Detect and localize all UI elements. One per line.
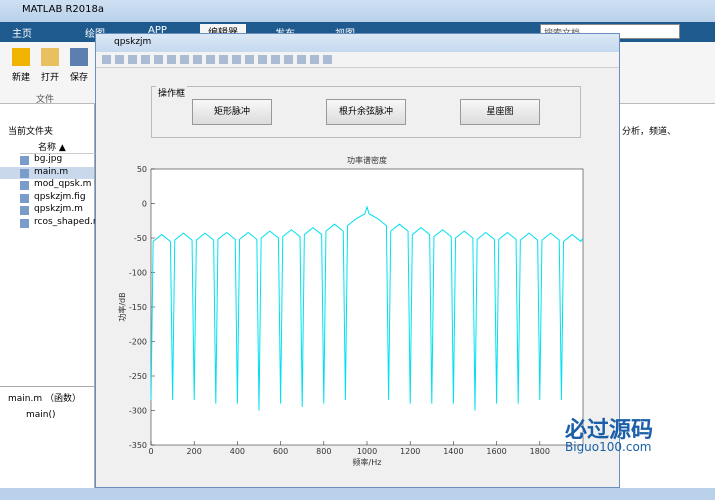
toolbar-icon[interactable]	[232, 55, 241, 64]
toolbar-icon[interactable]	[323, 55, 332, 64]
x-tick-label: 600	[273, 447, 288, 456]
file-row[interactable]: qpskzjm.fig	[0, 192, 94, 204]
toolbar-icon[interactable]	[180, 55, 189, 64]
x-tick-label: 400	[230, 447, 245, 456]
toolbar-icon[interactable]	[310, 55, 319, 64]
column-header[interactable]: 名称 ▲	[20, 140, 95, 154]
y-tick-label: -50	[134, 234, 147, 243]
file-name: bg.jpg	[34, 154, 63, 164]
file-name: qpskzjm.fig	[34, 191, 86, 202]
psd-line	[150, 205, 584, 411]
x-tick-label: 1400	[443, 447, 463, 456]
x-tick-label: 1800	[530, 447, 550, 456]
x-tick-label: 0	[148, 447, 153, 456]
toolbar-icon[interactable]	[206, 55, 215, 64]
y-axis-label: 功率/dB	[117, 292, 127, 321]
file-name: main.m	[34, 166, 69, 177]
y-tick-label: 0	[142, 200, 147, 209]
file-icon	[20, 181, 29, 190]
x-tick-label: 1200	[400, 447, 420, 456]
tool-icon[interactable]	[41, 48, 59, 66]
y-tick-label: -200	[129, 338, 147, 347]
x-tick-label: 1600	[486, 447, 506, 456]
file-name: mod_qpsk.m	[34, 179, 92, 189]
ribbon-tab[interactable]: 主页	[12, 29, 32, 40]
y-tick-label: -150	[129, 303, 147, 312]
panel-title: 操作框	[156, 86, 188, 99]
toolbar-icon[interactable]	[115, 55, 124, 64]
folder-title: 当前文件夹	[8, 127, 54, 137]
folder-pane: 当前文件夹 名称 ▲ main.m （函数） main() bg.jpg main…	[0, 104, 102, 488]
toolbar-icon[interactable]	[245, 55, 254, 64]
window-title: MATLAB R2018a	[22, 4, 105, 15]
toolbar-icon[interactable]	[284, 55, 293, 64]
y-tick-label: 50	[137, 165, 147, 174]
toolbar-icon[interactable]	[141, 55, 150, 64]
tool-button[interactable]: 新建	[12, 73, 31, 83]
figure-window: qpskzjm 操作框 矩形脉冲 根升余弦脉冲 星座图 功率谱密度频率/Hz 功率/d…	[95, 33, 620, 488]
figure-toolbar	[96, 52, 619, 68]
file-row[interactable]: mod_qpsk.m	[0, 179, 94, 191]
toolbar-icon[interactable]	[219, 55, 228, 64]
right-pane: 分析，频道、	[620, 104, 715, 488]
y-tick-label: -100	[129, 269, 147, 278]
watermark-title: 必过源码	[565, 418, 654, 443]
toolbar-icon[interactable]	[193, 55, 202, 64]
tool-icon[interactable]	[12, 48, 30, 66]
toolbar-icon[interactable]	[154, 55, 163, 64]
figure-title: qpskzjm	[114, 37, 152, 47]
watermark-url: Biguo100.com	[565, 440, 652, 454]
file-row[interactable]: bg.jpg	[0, 154, 94, 166]
x-tick-label: 200	[187, 447, 202, 456]
file-row[interactable]: main.m	[0, 166, 94, 179]
figure-title-bar: qpskzjm	[96, 34, 619, 52]
toolbar-icon[interactable]	[128, 55, 137, 64]
file-name: qpskzjm.m	[34, 204, 83, 214]
plot-area	[150, 168, 584, 446]
details-item: main()	[26, 410, 56, 420]
column-name: 名称	[38, 143, 57, 153]
toolbar-icon[interactable]	[167, 55, 176, 64]
file-icon	[20, 156, 29, 165]
x-tick-label: 800	[316, 447, 331, 456]
x-tick-label: 1000	[357, 447, 377, 456]
tool-button[interactable]: 打开	[41, 73, 60, 83]
toolbar-icon[interactable]	[271, 55, 280, 64]
title-bar: MATLAB R2018a	[0, 0, 715, 22]
y-tick-label: -350	[129, 441, 147, 450]
panel-button[interactable]: 星座图	[460, 99, 540, 125]
chart-title: 功率谱密度	[347, 155, 387, 165]
file-icon	[20, 168, 29, 178]
file-icon	[20, 193, 29, 203]
toolbar-icon[interactable]	[297, 55, 306, 64]
file-row[interactable]: rcos_shaped.m	[0, 217, 102, 229]
toolbar-icon[interactable]	[102, 55, 111, 64]
y-tick-label: -300	[129, 407, 147, 416]
file-icon	[20, 218, 29, 228]
group-label: 文件	[36, 95, 55, 105]
tool-icon[interactable]	[70, 48, 88, 66]
panel-button[interactable]: 根升余弦脉冲	[326, 99, 406, 125]
file-icon	[20, 206, 29, 215]
x-axis-label: 频率/Hz	[353, 457, 382, 467]
tool-button[interactable]: 保存	[70, 73, 89, 83]
file-row[interactable]: qpskzjm.m	[0, 204, 94, 216]
toolbar-icon[interactable]	[258, 55, 267, 64]
panel-button[interactable]: 矩形脉冲	[192, 99, 272, 125]
side-text: 分析，频道、	[622, 127, 677, 137]
file-name: rcos_shaped.m	[34, 216, 102, 227]
panel: 操作框 矩形脉冲 根升余弦脉冲 星座图	[151, 86, 581, 138]
ribbon-tab[interactable]: APP	[148, 25, 167, 36]
details-title: main.m （函数）	[0, 386, 94, 408]
y-tick-label: -250	[129, 372, 147, 381]
